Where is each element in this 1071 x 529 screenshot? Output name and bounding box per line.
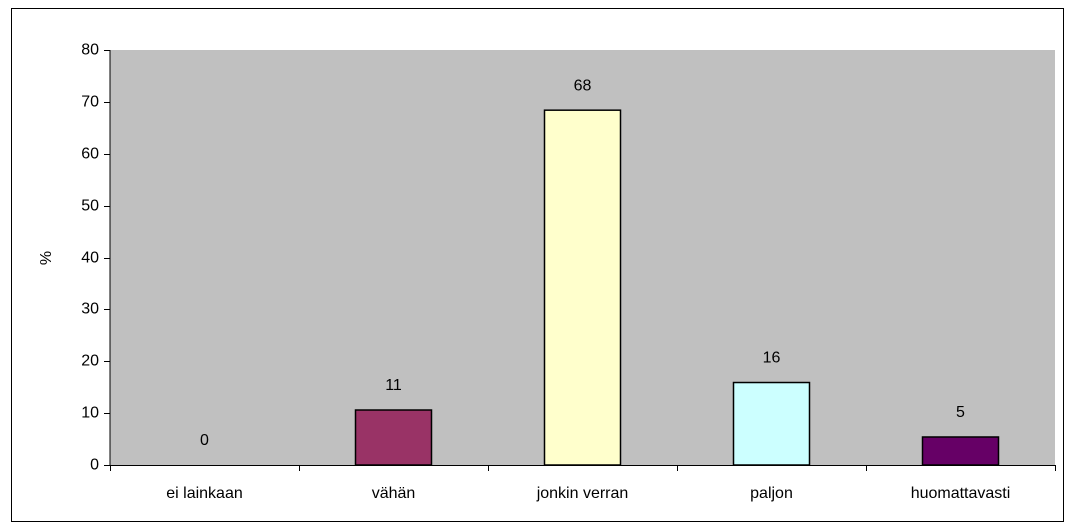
y-tick-label: 70	[81, 94, 99, 111]
data-label: 5	[956, 404, 965, 421]
y-axis-label: %	[38, 251, 55, 265]
y-tick-label: 30	[81, 301, 99, 318]
data-label: 68	[574, 77, 592, 94]
bar	[354, 409, 433, 466]
y-tick-label: 20	[81, 353, 99, 370]
data-label: 16	[763, 350, 781, 367]
y-tick-label: 50	[81, 198, 99, 215]
y-tick-label: 80	[81, 42, 99, 59]
bar	[732, 381, 811, 466]
data-label: 0	[200, 432, 209, 449]
x-tick-label: huomattavasti	[911, 485, 1011, 502]
data-label: 11	[385, 377, 402, 394]
bar	[921, 436, 1000, 466]
x-tick-label: paljon	[750, 485, 793, 502]
bar	[543, 109, 622, 466]
y-tick-label: 60	[81, 146, 99, 163]
y-tick-label: 40	[81, 250, 99, 267]
x-tick-label: ei lainkaan	[166, 485, 243, 502]
y-tick-label: 0	[90, 457, 99, 474]
x-tick-label: vähän	[372, 485, 416, 502]
y-tick-label: 10	[81, 405, 99, 422]
x-tick-label: jonkin verran	[536, 485, 629, 502]
